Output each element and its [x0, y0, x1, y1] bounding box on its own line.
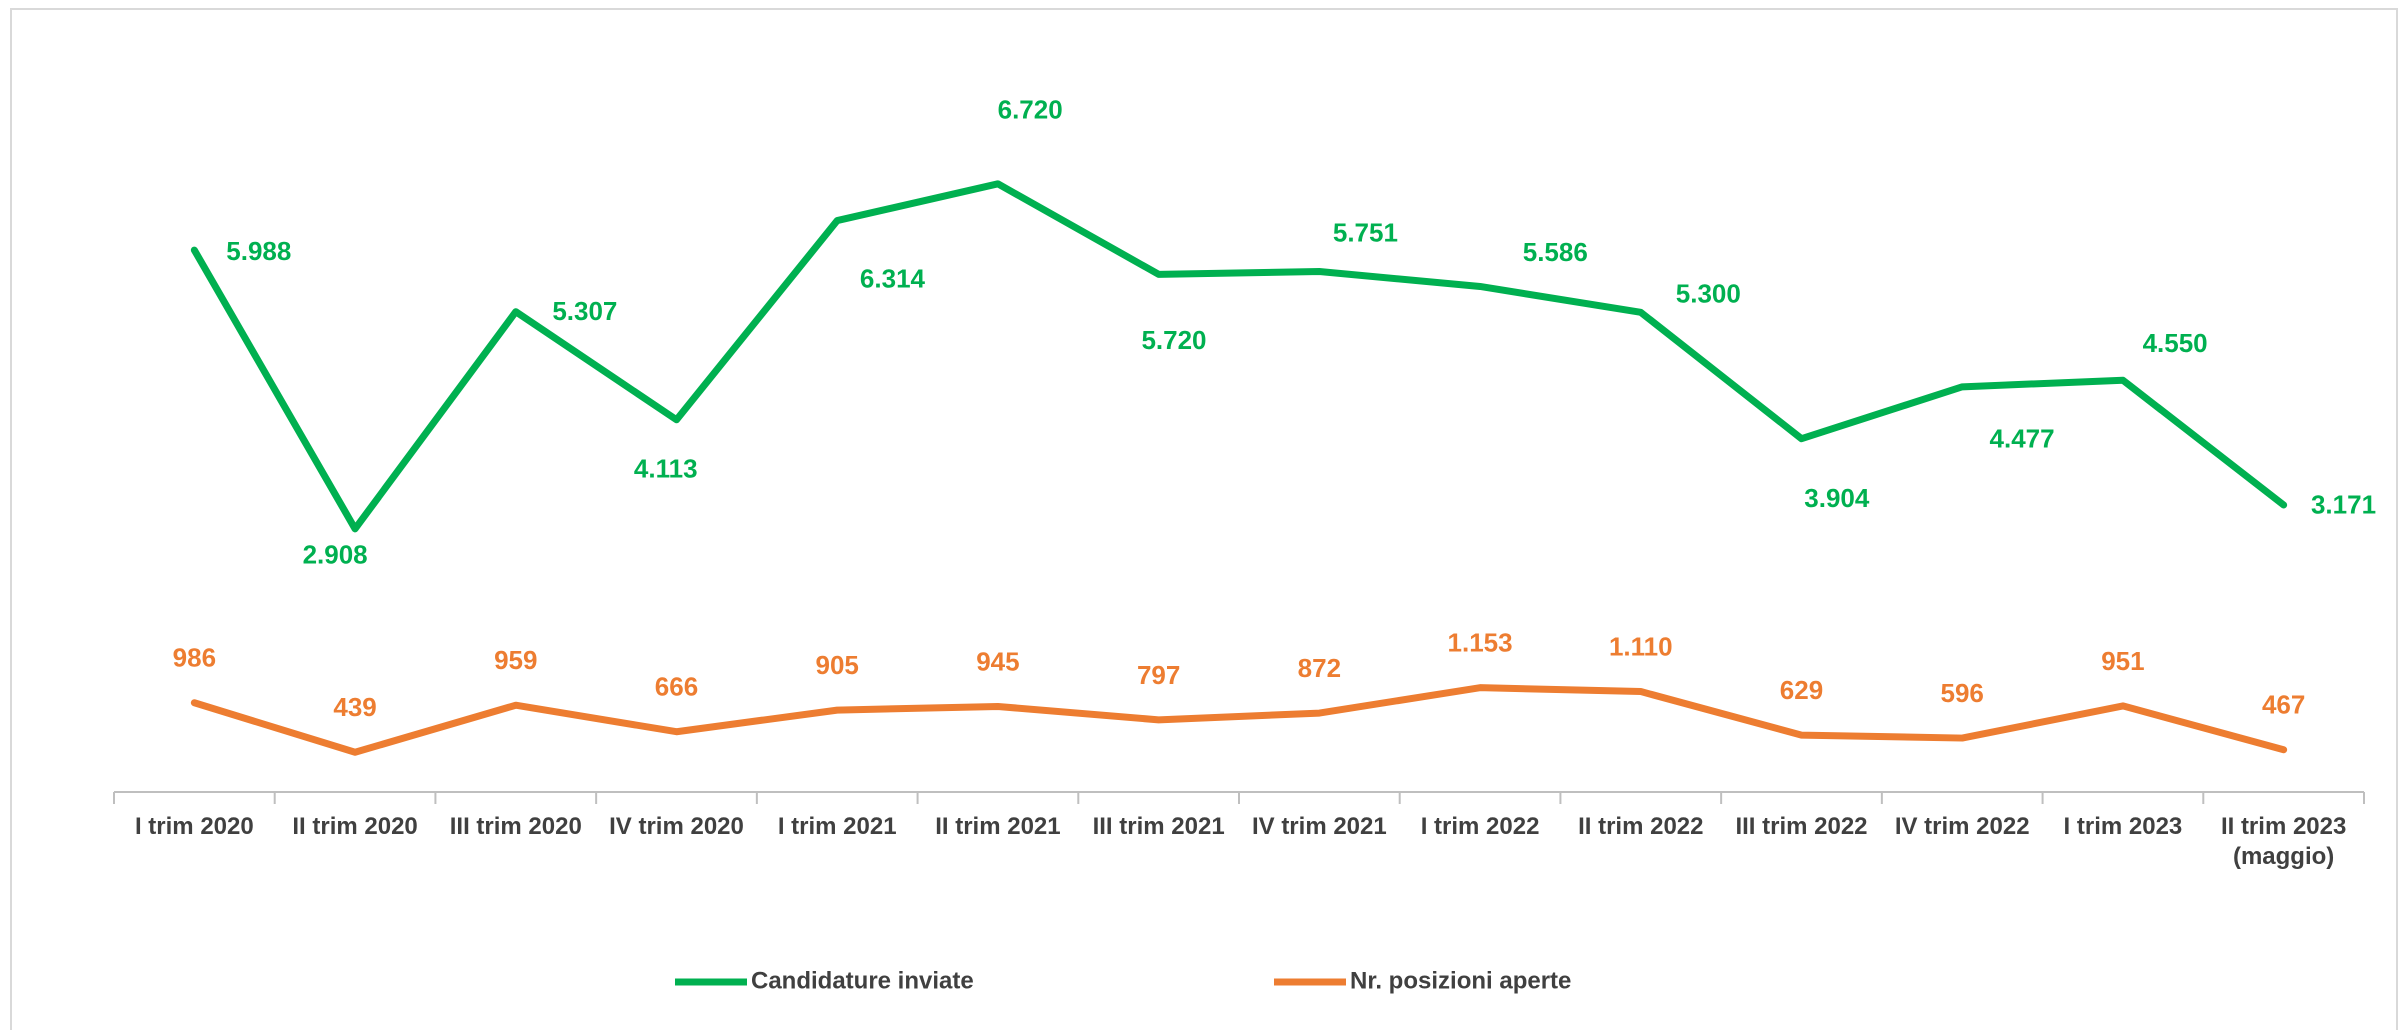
data-label: 596 — [1941, 678, 1984, 708]
chart-frame — [10, 8, 2398, 1030]
data-label: 3.904 — [1804, 483, 1870, 513]
data-label: 5.751 — [1333, 218, 1398, 248]
x-tick-label: I trim 2023 — [2063, 813, 2183, 840]
data-label: 629 — [1780, 675, 1823, 705]
data-label: 986 — [173, 643, 216, 673]
x-tick-label: II trim 2021 — [935, 813, 1061, 840]
data-label: 5.307 — [552, 296, 617, 326]
series-line — [190, 180, 2288, 533]
data-label: 5.988 — [226, 236, 291, 266]
legend-label: Candidature inviate — [751, 967, 974, 994]
series-line — [190, 684, 2288, 756]
data-label: 3.171 — [2311, 489, 2376, 519]
data-label: 5.586 — [1523, 237, 1588, 267]
data-label: 905 — [816, 650, 859, 680]
data-label: 945 — [976, 646, 1019, 676]
x-tick-label: I trim 2021 — [777, 813, 897, 840]
x-tick-label: II trim 2023 (maggio) — [2220, 813, 2347, 870]
x-tick-label: II trim 2020 — [292, 813, 418, 840]
x-tick-label: IV trim 2020 — [609, 813, 744, 840]
data-label: 6.314 — [860, 263, 926, 293]
data-label: 6.720 — [998, 95, 1063, 125]
x-tick-label: III trim 2021 — [1092, 813, 1225, 840]
data-label: 959 — [494, 645, 537, 675]
data-label: 439 — [333, 692, 376, 722]
data-label: 5.300 — [1676, 278, 1741, 308]
x-tick-label: IV trim 2022 — [1894, 813, 2030, 840]
x-tick-label: I trim 2020 — [134, 813, 254, 840]
data-label: 4.550 — [2143, 328, 2208, 358]
data-label: 467 — [2262, 690, 2305, 720]
x-tick-label: III trim 2020 — [449, 813, 582, 840]
data-label: 666 — [655, 672, 698, 702]
data-label: 951 — [2101, 646, 2144, 676]
x-tick-label: III trim 2022 — [1735, 813, 1868, 840]
data-label: 1.153 — [1448, 628, 1513, 658]
legend-label: Nr. posizioni aperte — [1350, 967, 1571, 994]
x-tick-label: II trim 2022 — [1578, 813, 1704, 840]
data-label: 1.110 — [1609, 631, 1673, 661]
data-label: 4.477 — [1990, 423, 2055, 453]
x-tick-label: IV trim 2021 — [1251, 813, 1387, 840]
data-label: 5.720 — [1141, 325, 1206, 355]
x-tick-label: I trim 2022 — [1420, 813, 1540, 840]
data-label: 797 — [1137, 660, 1180, 690]
data-label: 2.908 — [303, 539, 368, 569]
data-label: 4.113 — [634, 453, 698, 483]
data-label: 872 — [1298, 653, 1341, 683]
